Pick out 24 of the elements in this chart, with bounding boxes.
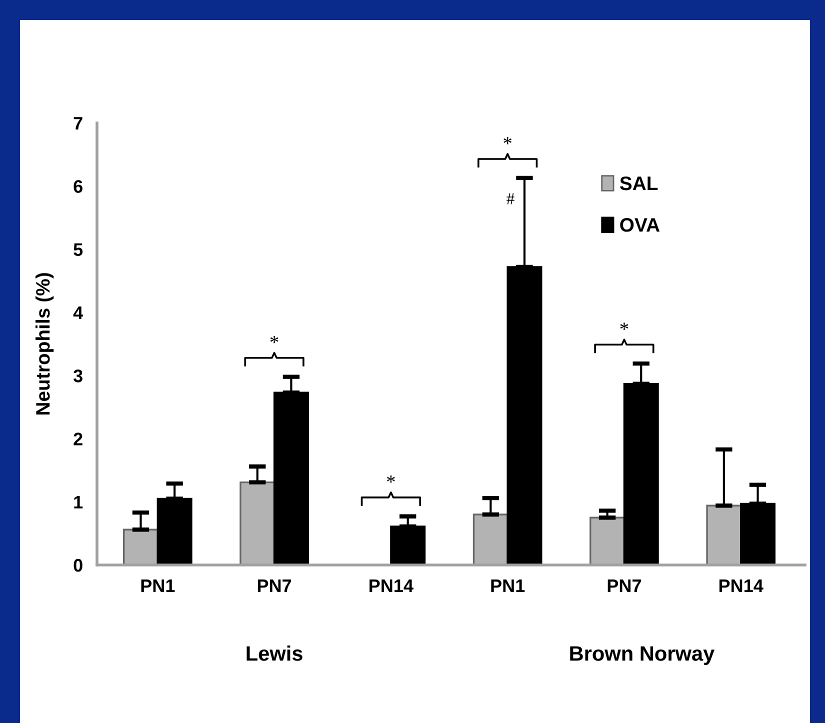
legend-label: OVA — [620, 218, 660, 232]
x-tick-label: PN1 — [141, 580, 175, 592]
y-tick-label: 1 — [74, 496, 83, 508]
annotation: * — [387, 476, 395, 483]
annotation: * — [504, 137, 512, 144]
y-tick-label: 2 — [74, 432, 82, 446]
annotation: * — [270, 336, 278, 344]
x-tick-label: PN14 — [719, 580, 764, 592]
x-tick-label: PN7 — [608, 580, 641, 592]
x-tick-label: PN7 — [258, 580, 292, 592]
legend-label: SAL — [620, 176, 658, 190]
text: Lewis — [246, 646, 302, 661]
y-tick-label: 7 — [74, 117, 82, 130]
y-tick-label: 3 — [73, 370, 82, 382]
y-tick-label: 5 — [74, 243, 83, 256]
text: Brown Norway — [570, 646, 715, 665]
annotation: * — [620, 322, 628, 330]
y-tick-label: 4 — [73, 306, 84, 319]
x-tick-label: PN1 — [491, 580, 525, 592]
y-tick-label: 6 — [74, 180, 82, 193]
x-tick-label: PN14 — [370, 580, 414, 592]
y-axis-title: Neutrophils (%) — [36, 273, 54, 415]
annotation: # — [506, 193, 514, 204]
y-tick-label: 0 — [74, 558, 82, 572]
